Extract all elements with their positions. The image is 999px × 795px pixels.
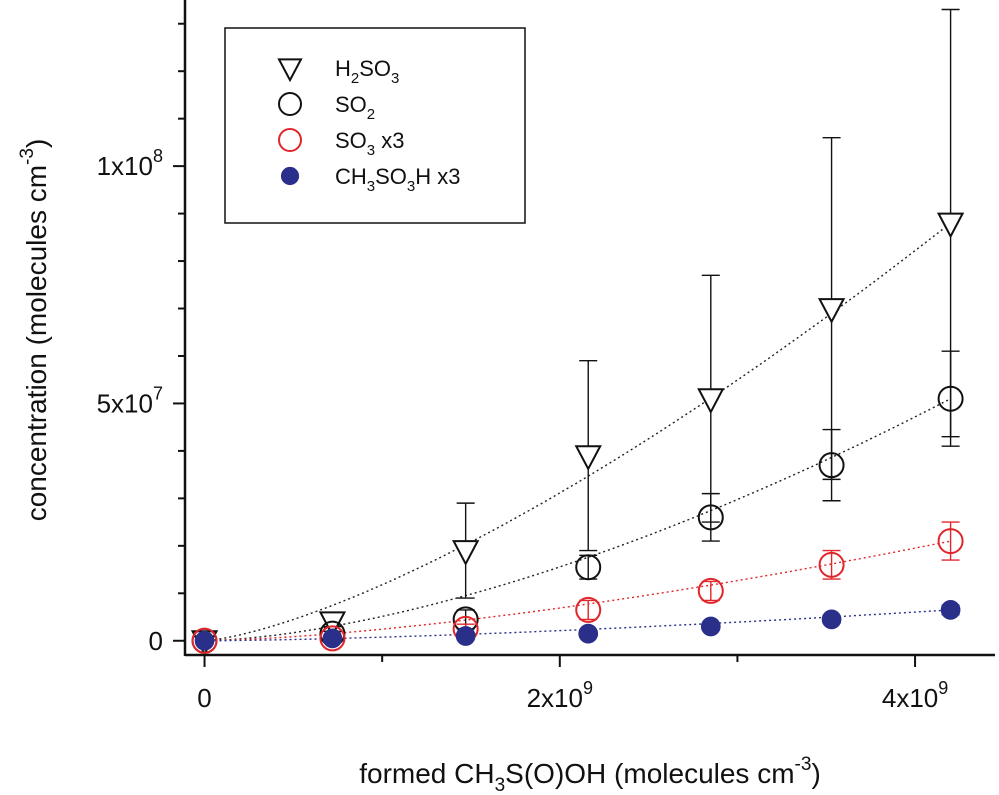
data-point bbox=[575, 596, 602, 623]
fit-line bbox=[204, 540, 951, 642]
x-tick-label: 4x109 bbox=[882, 678, 948, 713]
legend-label: H2SO3 bbox=[335, 56, 399, 87]
legend-label-text: SO bbox=[335, 92, 367, 117]
x-tick-mantissa: 0 bbox=[197, 683, 211, 713]
y-axis-title-close: ) bbox=[21, 139, 52, 148]
x-axis-title-sup: -3 bbox=[795, 754, 812, 775]
x-tick-exponent: 9 bbox=[583, 678, 593, 698]
legend-marker bbox=[277, 58, 303, 83]
x-axis-title-close: ) bbox=[811, 758, 820, 789]
data-point bbox=[191, 627, 218, 654]
data-point bbox=[697, 577, 724, 604]
y-tick-exponent: 8 bbox=[153, 146, 163, 166]
y-axis-title: concentration (molecules cm-3) bbox=[17, 139, 52, 522]
x-axis-title-pre: formed CH bbox=[359, 758, 494, 789]
data-point bbox=[940, 600, 961, 620]
y-tick-mantissa: 5x10 bbox=[97, 388, 153, 418]
legend-label-text: H x3 bbox=[415, 164, 460, 189]
legend-label-text: SO bbox=[335, 128, 367, 153]
legend-label-text: SO bbox=[359, 56, 391, 81]
legend-label-text: SO bbox=[375, 164, 407, 189]
data-point bbox=[936, 212, 965, 239]
y-tick-label: 0 bbox=[149, 626, 163, 656]
data-point bbox=[455, 626, 476, 646]
legend-label: SO3 x3 bbox=[335, 128, 405, 159]
y-axis-title-pre: concentration (molecules cm bbox=[21, 165, 52, 521]
legend-label-subscript: 2 bbox=[367, 106, 375, 123]
x-tick-exponent: 9 bbox=[938, 678, 948, 698]
data-point bbox=[574, 445, 602, 472]
legend-marker bbox=[280, 166, 300, 186]
data-point bbox=[818, 551, 845, 578]
data-point bbox=[937, 528, 964, 555]
legend-marker bbox=[278, 92, 302, 116]
data-point bbox=[818, 452, 845, 479]
legend-marker bbox=[278, 128, 302, 152]
legend-label-subscript: 2 bbox=[351, 70, 359, 87]
x-tick-label: 2x109 bbox=[527, 678, 593, 713]
y-tick-mantissa: 1x10 bbox=[97, 151, 153, 181]
data-point bbox=[821, 609, 842, 630]
y-tick-label: 5x107 bbox=[97, 383, 163, 418]
data-point bbox=[319, 625, 346, 652]
data-point bbox=[700, 616, 721, 637]
data-point bbox=[322, 628, 343, 649]
data-point bbox=[937, 385, 964, 412]
data-point bbox=[697, 388, 725, 415]
x-axis-title-mid: S(O)OH (molecules cm bbox=[505, 758, 794, 789]
y-axis-title-sup: -3 bbox=[17, 148, 38, 165]
x-axis-title: formed CH3S(O)OH (molecules cm-3) bbox=[359, 754, 821, 795]
x-tick-mantissa: 4x10 bbox=[882, 683, 938, 713]
legend-label-text: H bbox=[335, 56, 351, 81]
legend-label: SO2 bbox=[335, 92, 375, 123]
legend-label: CH3SO3H x3 bbox=[335, 164, 461, 195]
y-tick-mantissa: 0 bbox=[149, 626, 163, 656]
fit-lines bbox=[204, 222, 952, 642]
legend-label-text: CH bbox=[335, 164, 367, 189]
y-tick-exponent: 7 bbox=[153, 383, 163, 403]
x-axis-title-sub: 3 bbox=[495, 775, 506, 795]
legend-label-subscript: 3 bbox=[391, 70, 399, 87]
x-tick-label: 0 bbox=[197, 683, 211, 713]
legend-label-text: x3 bbox=[375, 128, 404, 153]
data-point bbox=[451, 540, 480, 566]
x-tick-mantissa: 2x10 bbox=[527, 683, 583, 713]
legend-box bbox=[224, 27, 526, 224]
y-tick-label: 1x108 bbox=[97, 146, 163, 181]
legend-label-subscript: 3 bbox=[367, 178, 375, 195]
data-point bbox=[575, 554, 602, 581]
fit-line bbox=[204, 222, 952, 642]
data-point bbox=[194, 630, 215, 651]
data-point bbox=[578, 623, 599, 644]
data-point bbox=[697, 504, 724, 531]
data-point bbox=[817, 298, 846, 324]
data-points bbox=[190, 212, 965, 657]
legend-label-subscript: 3 bbox=[407, 178, 415, 195]
legend-label-subscript: 3 bbox=[367, 142, 375, 159]
